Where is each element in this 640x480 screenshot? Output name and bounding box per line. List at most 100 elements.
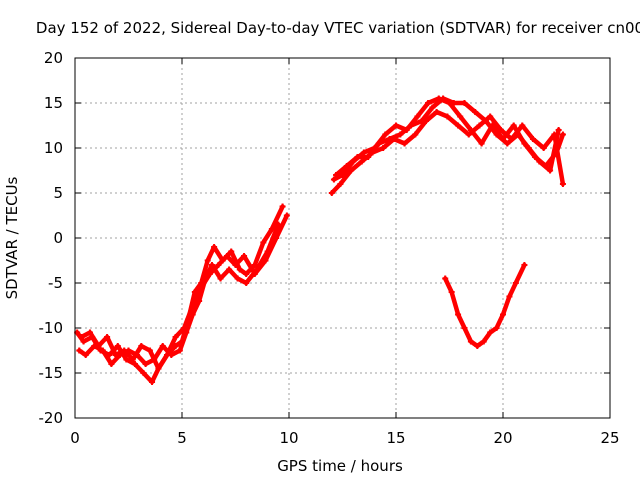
series-track-6 (333, 96, 561, 178)
x-axis-label: GPS time / hours (277, 457, 403, 475)
series-track-7 (442, 262, 527, 349)
data-point (236, 266, 243, 273)
data-point (223, 253, 230, 259)
data-point (365, 154, 372, 160)
data-point (343, 163, 350, 169)
data-point (418, 118, 425, 124)
data-point (243, 280, 250, 286)
data-point (112, 352, 119, 358)
data-point (243, 271, 250, 277)
data-point (521, 262, 528, 268)
data-point (131, 361, 138, 367)
data-point (354, 154, 361, 160)
data-point (358, 158, 365, 165)
data-point (510, 122, 517, 129)
y-tick-label: -10 (39, 319, 64, 337)
data-point (472, 109, 479, 115)
data-point (414, 113, 421, 120)
data-point (211, 244, 218, 250)
data-point (155, 365, 162, 372)
y-tick-label: 15 (44, 94, 63, 112)
data-point (461, 100, 468, 106)
data-point (407, 122, 414, 129)
data-point (455, 122, 462, 129)
data-point (348, 167, 355, 174)
data-point (283, 212, 290, 219)
data-point (433, 109, 440, 115)
data-point (382, 131, 389, 138)
data-point (279, 203, 286, 210)
data-point (506, 293, 513, 300)
data-point (164, 352, 171, 358)
data-point (397, 131, 404, 138)
data-point (198, 284, 205, 291)
data-point (478, 140, 485, 147)
data-point (444, 113, 451, 120)
data-point (273, 235, 280, 241)
data-point (76, 347, 83, 354)
axis-ticks: 0 5 10 15 20 25 -20 -15 -10 -5 0 5 10 15 20 (39, 49, 620, 447)
x-tick-label: 0 (70, 429, 80, 447)
data-point (442, 275, 449, 282)
data-point (337, 181, 344, 187)
data-point (140, 370, 147, 376)
data-point (497, 127, 504, 133)
data-point (189, 302, 196, 309)
data-point (330, 176, 337, 183)
data-point (512, 280, 519, 286)
y-tick-label: -20 (39, 409, 64, 427)
x-tick-label: 20 (493, 429, 512, 447)
data-point (425, 100, 432, 106)
data-point (251, 271, 258, 277)
data-point (386, 136, 393, 142)
data-point (514, 131, 521, 138)
data-point (500, 311, 506, 318)
plot-frame (74, 57, 611, 419)
data-point (412, 131, 419, 138)
data-point (80, 338, 87, 345)
x-tick-label: 10 (279, 429, 298, 447)
data-point (232, 262, 239, 268)
data-point (474, 343, 481, 349)
grid (75, 58, 610, 418)
data-point (82, 352, 89, 358)
data-point (375, 140, 382, 147)
data-point (380, 145, 387, 151)
series-track-3 (79, 213, 290, 371)
data-point (333, 172, 340, 178)
data-point (176, 347, 183, 354)
data-point (457, 113, 464, 120)
data-point (251, 262, 258, 268)
data-point (138, 343, 145, 349)
y-tick-label: 0 (53, 229, 63, 247)
data-series (74, 95, 566, 385)
data-point (519, 122, 526, 129)
data-point (467, 338, 474, 345)
data-point (393, 122, 399, 129)
data-point (476, 122, 483, 129)
data-point (204, 257, 211, 264)
data-point (465, 131, 472, 138)
y-tick-label: 10 (44, 139, 63, 157)
data-point (440, 95, 447, 102)
y-axis-label: SDTVAR / TECUs (3, 176, 21, 299)
data-point (559, 131, 566, 138)
data-point (487, 113, 494, 120)
data-point (525, 145, 532, 151)
data-point (328, 190, 335, 196)
data-point (339, 172, 346, 178)
data-point (401, 140, 408, 147)
data-point (123, 356, 130, 363)
data-point (241, 253, 248, 259)
data-point (181, 325, 188, 331)
data-point (429, 104, 436, 111)
data-point (172, 334, 179, 340)
chart-title: Day 152 of 2022, Sidereal Day-to-day VTE… (36, 19, 640, 37)
x-tick-label: 15 (386, 429, 405, 447)
data-point (183, 329, 190, 336)
data-point (104, 334, 111, 340)
data-point (95, 343, 102, 349)
data-point (129, 356, 136, 363)
